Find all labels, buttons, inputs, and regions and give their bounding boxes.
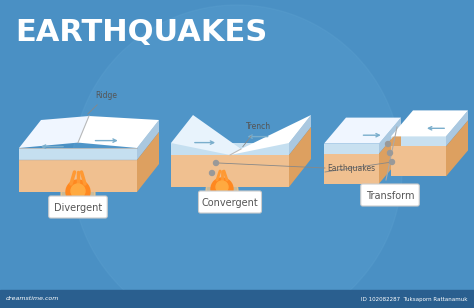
Polygon shape	[391, 136, 446, 146]
Polygon shape	[391, 110, 468, 136]
Text: Convergent: Convergent	[201, 197, 258, 208]
Circle shape	[206, 175, 238, 207]
FancyBboxPatch shape	[199, 191, 262, 213]
Polygon shape	[289, 127, 311, 187]
Circle shape	[388, 151, 392, 156]
Text: EARTHQUAKES: EARTHQUAKES	[15, 18, 267, 47]
Polygon shape	[19, 116, 89, 148]
Polygon shape	[171, 155, 289, 187]
Polygon shape	[446, 120, 468, 176]
Text: ID 102082287  Tuksaporn Rattanamuk: ID 102082287 Tuksaporn Rattanamuk	[362, 297, 468, 302]
Circle shape	[390, 160, 394, 164]
Polygon shape	[171, 143, 289, 155]
Bar	[0, 290, 474, 308]
Circle shape	[385, 141, 391, 147]
Polygon shape	[446, 110, 468, 146]
Circle shape	[216, 181, 228, 193]
Polygon shape	[137, 120, 159, 160]
Circle shape	[213, 160, 219, 165]
Circle shape	[66, 180, 90, 204]
Polygon shape	[171, 115, 241, 155]
Circle shape	[210, 171, 215, 176]
Polygon shape	[230, 115, 311, 155]
Text: dreamstime.com: dreamstime.com	[6, 297, 59, 302]
Text: Divergent: Divergent	[54, 202, 102, 213]
Polygon shape	[379, 128, 401, 184]
Polygon shape	[19, 148, 137, 160]
Circle shape	[71, 184, 85, 198]
FancyBboxPatch shape	[49, 196, 107, 218]
Polygon shape	[137, 132, 159, 192]
Polygon shape	[324, 154, 379, 184]
Polygon shape	[78, 116, 159, 148]
Polygon shape	[324, 144, 379, 154]
Circle shape	[61, 177, 95, 211]
Text: Transform: Transform	[366, 191, 414, 201]
Text: Earthquakes: Earthquakes	[327, 164, 375, 172]
Text: Trench: Trench	[243, 122, 271, 147]
Circle shape	[211, 178, 233, 200]
Circle shape	[72, 5, 402, 308]
FancyBboxPatch shape	[361, 184, 419, 206]
Polygon shape	[391, 146, 446, 176]
Polygon shape	[289, 115, 311, 155]
Polygon shape	[19, 160, 137, 192]
Polygon shape	[324, 118, 401, 144]
Text: Ridge: Ridge	[88, 91, 118, 114]
Polygon shape	[379, 118, 401, 154]
